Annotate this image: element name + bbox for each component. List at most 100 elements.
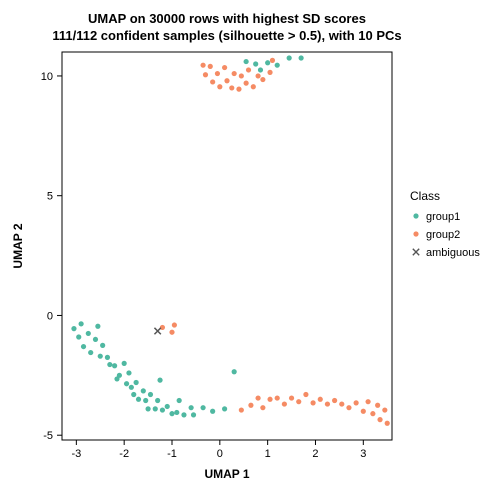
point-group2 — [375, 403, 380, 408]
point-group2 — [239, 73, 244, 78]
point-group2 — [160, 325, 165, 330]
legend-marker — [413, 231, 418, 236]
point-group2 — [232, 71, 237, 76]
point-group1 — [122, 361, 127, 366]
point-group1 — [174, 410, 179, 415]
point-group1 — [105, 355, 110, 360]
legend-label: group1 — [426, 211, 460, 223]
point-group2 — [260, 405, 265, 410]
point-group1 — [244, 59, 249, 64]
point-group2 — [282, 401, 287, 406]
point-group2 — [210, 79, 215, 84]
point-group2 — [332, 398, 337, 403]
point-group1 — [112, 363, 117, 368]
point-group1 — [76, 334, 81, 339]
point-group2 — [203, 72, 208, 77]
point-group2 — [275, 395, 280, 400]
point-group1 — [165, 404, 170, 409]
point-group1 — [210, 409, 215, 414]
point-group2 — [246, 67, 251, 72]
point-group1 — [253, 61, 258, 66]
point-group2 — [385, 421, 390, 426]
point-group2 — [260, 77, 265, 82]
point-group2 — [382, 407, 387, 412]
point-group2 — [289, 395, 294, 400]
umap-scatter-chart: -3-2-10123-50510UMAP 1UMAP 2UMAP on 3000… — [0, 0, 504, 504]
point-group2 — [208, 64, 213, 69]
point-group1 — [160, 407, 165, 412]
y-tick-label: -5 — [43, 430, 53, 442]
point-group2 — [370, 411, 375, 416]
point-group2 — [224, 78, 229, 83]
legend-label: ambiguous — [426, 247, 480, 259]
point-group1 — [143, 398, 148, 403]
point-group1 — [136, 397, 141, 402]
point-group2 — [217, 84, 222, 89]
x-axis-label: UMAP 1 — [204, 467, 249, 481]
point-group1 — [79, 321, 84, 326]
point-group1 — [98, 354, 103, 359]
point-group2 — [244, 81, 249, 86]
point-group1 — [153, 406, 158, 411]
point-group2 — [172, 322, 177, 327]
point-group1 — [131, 392, 136, 397]
point-group2 — [346, 405, 351, 410]
point-group1 — [155, 398, 160, 403]
y-tick-label: 10 — [41, 71, 53, 83]
point-group1 — [157, 378, 162, 383]
point-group2 — [296, 399, 301, 404]
point-group2 — [339, 401, 344, 406]
legend-marker — [413, 213, 418, 218]
point-group1 — [145, 406, 150, 411]
point-group2 — [239, 407, 244, 412]
point-group1 — [86, 331, 91, 336]
point-group1 — [129, 385, 134, 390]
point-group1 — [126, 370, 131, 375]
point-group1 — [117, 373, 122, 378]
x-tick-label: -1 — [167, 448, 177, 460]
point-group1 — [181, 412, 186, 417]
point-group1 — [177, 398, 182, 403]
point-group2 — [169, 330, 174, 335]
y-tick-label: 5 — [47, 191, 53, 203]
point-group1 — [148, 392, 153, 397]
point-group2 — [267, 397, 272, 402]
point-group2 — [251, 84, 256, 89]
point-group1 — [93, 337, 98, 342]
point-group2 — [236, 87, 241, 92]
point-group2 — [255, 73, 260, 78]
chart-title-line1: UMAP on 30000 rows with highest SD score… — [88, 11, 366, 26]
point-group1 — [100, 343, 105, 348]
point-group2 — [248, 403, 253, 408]
point-group1 — [95, 324, 100, 329]
x-tick-label: -2 — [119, 448, 129, 460]
point-group1 — [275, 63, 280, 68]
point-group2 — [318, 397, 323, 402]
x-tick-label: 2 — [312, 448, 318, 460]
point-group2 — [200, 63, 205, 68]
point-group2 — [229, 85, 234, 90]
chart-title-line2: 111/112 confident samples (silhouette > … — [52, 28, 401, 43]
point-group1 — [71, 326, 76, 331]
x-tick-label: 1 — [265, 448, 271, 460]
point-group1 — [200, 405, 205, 410]
point-group1 — [258, 67, 263, 72]
point-group2 — [222, 65, 227, 70]
point-group2 — [267, 70, 272, 75]
point-group1 — [265, 60, 270, 65]
point-group1 — [81, 344, 86, 349]
point-group1 — [88, 350, 93, 355]
point-group2 — [361, 409, 366, 414]
point-group2 — [377, 417, 382, 422]
point-group1 — [107, 362, 112, 367]
point-group1 — [287, 55, 292, 60]
point-group2 — [270, 58, 275, 63]
point-group1 — [134, 380, 139, 385]
point-group2 — [354, 400, 359, 405]
point-group1 — [124, 381, 129, 386]
point-group1 — [141, 388, 146, 393]
x-tick-label: 0 — [217, 448, 223, 460]
point-group2 — [303, 392, 308, 397]
legend-title: Class — [410, 189, 440, 203]
point-group1 — [169, 411, 174, 416]
